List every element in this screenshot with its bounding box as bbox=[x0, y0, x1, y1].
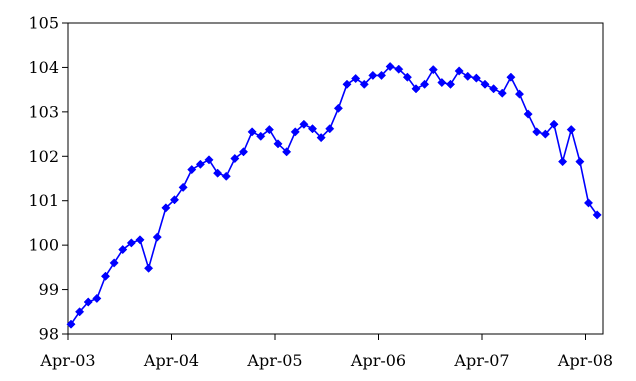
data-point bbox=[333, 103, 343, 113]
data-point bbox=[368, 70, 378, 80]
data-point bbox=[489, 84, 499, 94]
y-tick-label: 102 bbox=[28, 147, 59, 166]
data-point bbox=[445, 79, 456, 89]
data-point bbox=[221, 171, 231, 181]
data-point bbox=[195, 159, 205, 169]
data-point bbox=[506, 72, 516, 82]
data-point bbox=[480, 79, 490, 89]
y-tick-label: 99 bbox=[39, 280, 59, 299]
data-point bbox=[583, 198, 594, 208]
data-point bbox=[290, 127, 300, 137]
data-point bbox=[178, 182, 188, 192]
data-point bbox=[213, 168, 223, 178]
data-point bbox=[135, 235, 145, 245]
data-point bbox=[359, 79, 369, 89]
data-point bbox=[420, 79, 430, 89]
data-point bbox=[144, 263, 154, 273]
data-point bbox=[204, 155, 214, 165]
y-tick-label: 105 bbox=[28, 14, 59, 33]
x-tick-label: Apr-03 bbox=[39, 351, 95, 370]
data-point bbox=[376, 70, 387, 80]
data-point bbox=[264, 125, 274, 135]
data-point bbox=[273, 139, 283, 149]
x-tick-label: Apr-04 bbox=[143, 351, 199, 370]
data-point bbox=[540, 129, 550, 139]
x-tick-label: Apr-06 bbox=[350, 351, 406, 370]
data-point bbox=[549, 119, 559, 129]
y-tick-label: 98 bbox=[39, 325, 59, 344]
data-point bbox=[575, 157, 585, 167]
data-point bbox=[463, 71, 473, 81]
y-tick-label: 100 bbox=[28, 236, 59, 255]
y-tick-label: 103 bbox=[28, 102, 59, 121]
data-point bbox=[161, 203, 171, 213]
data-point bbox=[592, 210, 602, 220]
data-point bbox=[385, 61, 395, 72]
data-point bbox=[92, 293, 102, 304]
data-point bbox=[126, 238, 136, 248]
data-point bbox=[109, 258, 119, 268]
data-point bbox=[118, 245, 128, 255]
data-point bbox=[66, 319, 76, 329]
data-point bbox=[497, 88, 507, 98]
data-point bbox=[75, 307, 85, 317]
data-point bbox=[238, 147, 249, 157]
data-point bbox=[100, 271, 111, 281]
x-tick-label: Apr-05 bbox=[246, 351, 302, 370]
data-point bbox=[428, 65, 438, 75]
data-point bbox=[402, 72, 412, 82]
data-point bbox=[325, 124, 335, 134]
data-point bbox=[169, 195, 180, 205]
data-point bbox=[394, 64, 404, 74]
plot-area bbox=[67, 22, 604, 335]
x-tick-label: Apr-08 bbox=[557, 351, 613, 370]
data-point bbox=[247, 127, 257, 137]
data-point bbox=[256, 131, 266, 141]
y-tick-label: 101 bbox=[28, 191, 59, 210]
data-point bbox=[437, 77, 447, 88]
data-point bbox=[523, 109, 533, 119]
data-point bbox=[514, 89, 525, 99]
data-point bbox=[566, 125, 576, 135]
data-point bbox=[307, 124, 318, 134]
y-tick-label: 104 bbox=[28, 58, 59, 77]
data-point bbox=[152, 232, 162, 242]
data-point bbox=[83, 297, 93, 307]
data-point bbox=[282, 147, 292, 157]
data-point bbox=[230, 153, 240, 164]
data-point bbox=[471, 73, 481, 83]
data-point bbox=[558, 157, 568, 167]
data-point bbox=[187, 165, 197, 175]
data-point bbox=[342, 79, 352, 89]
data-point bbox=[351, 73, 361, 84]
data-point bbox=[316, 133, 326, 143]
data-point bbox=[411, 84, 421, 94]
data-point bbox=[299, 119, 309, 129]
x-tick-label: Apr-07 bbox=[453, 351, 509, 370]
data-point bbox=[454, 66, 464, 76]
data-point bbox=[532, 127, 542, 137]
